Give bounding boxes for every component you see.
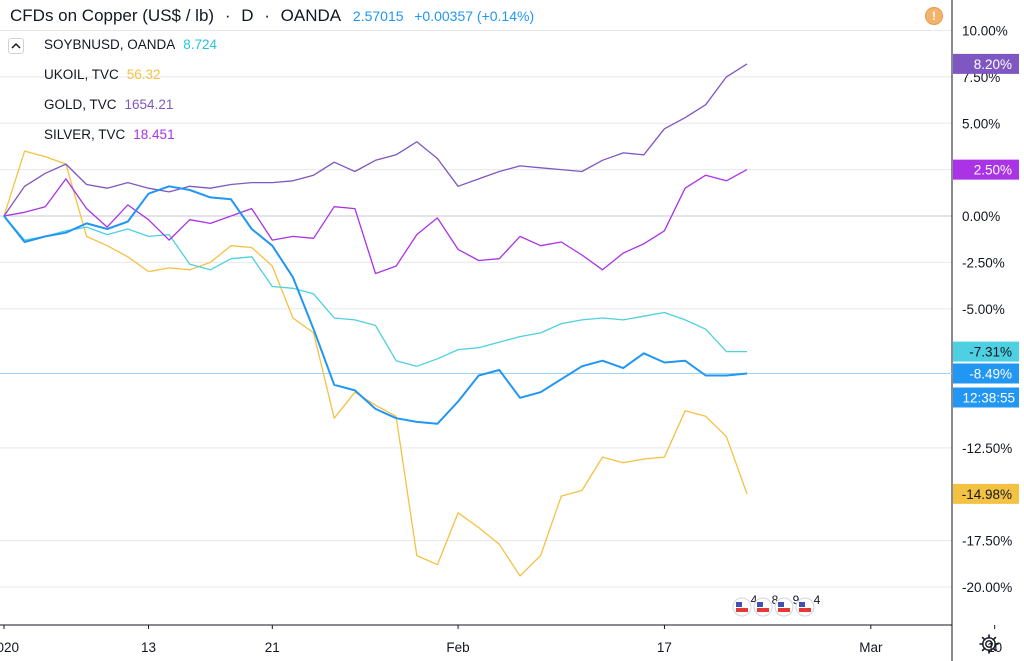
interval-label: D — [241, 6, 254, 25]
price-change: +0.00357 (+0.14%) — [414, 8, 535, 24]
chevron-up-icon — [11, 42, 21, 49]
legend-value: 56.32 — [126, 67, 161, 82]
y-tick-label: -20.00% — [962, 580, 1012, 595]
flag-canton — [757, 602, 763, 607]
symbol-name: CFDs on Copper (US$ / lb) — [10, 6, 215, 25]
flag-stripe — [799, 608, 811, 612]
event-count: 4 — [814, 593, 821, 607]
y-tick-label: -17.50% — [962, 534, 1012, 549]
last-value-labels: -8.49% -7.31% -14.98% 8.20% 2.50% — [953, 53, 1019, 504]
last-value-badge-copper — [953, 363, 1019, 384]
flag-stripe — [757, 608, 769, 612]
series-line-copper[interactable] — [3, 185, 748, 425]
legend-label: SILVER, TVC — [44, 127, 126, 142]
last-value-text-copper: -8.49% — [969, 366, 1012, 381]
event-count: 4 — [751, 593, 758, 607]
legend-collapse-button[interactable] — [8, 38, 24, 54]
y-tick-label: -2.50% — [962, 255, 1005, 270]
last-value-badge-soybean — [953, 341, 1019, 362]
last-value-badge-ukoil — [953, 483, 1019, 504]
x-tick-label: Feb — [446, 640, 469, 655]
x-tick-label: 17 — [657, 640, 672, 655]
legend-value: 8.724 — [183, 37, 218, 52]
countdown-text: 12:38:55 — [962, 390, 1015, 405]
x-tick-label: 13 — [141, 640, 156, 655]
y-tick-label: 10.00% — [962, 24, 1008, 39]
flag-stripe — [778, 608, 790, 612]
x-axis: 20201321Feb17Mar10 — [0, 625, 1002, 655]
series-line-ukoil[interactable] — [3, 150, 748, 577]
main-series-title[interactable]: CFDs on Copper (US$ / lb) · D · OANDA 2.… — [10, 6, 535, 25]
x-tick-label: 2020 — [0, 640, 19, 655]
y-tick-label: 5.00% — [962, 116, 1000, 131]
y-tick-label: -12.50% — [962, 441, 1012, 456]
y-axis: 10.00%7.50%5.00%2.50%0.00%-2.50%-5.00%-1… — [962, 24, 1012, 596]
flag-stripe — [736, 608, 748, 612]
last-value-badge-silver — [953, 159, 1019, 180]
legend-item-ukoil[interactable]: UKOIL, TVC 56.32 — [44, 65, 161, 85]
flag-canton — [736, 602, 742, 607]
exchange-label: OANDA — [280, 6, 341, 25]
series-line-silver[interactable] — [3, 169, 748, 275]
exclamation-circle-icon[interactable]: ! — [925, 7, 943, 25]
event-count: 8 — [772, 593, 779, 607]
legend-label: SOYBNUSD, OANDA — [44, 37, 176, 52]
legend-label: UKOIL, TVC — [44, 67, 119, 82]
last-price: 2.57015 — [352, 8, 404, 24]
gear-icon[interactable] — [978, 633, 1000, 655]
event-count: 9 — [793, 593, 800, 607]
y-tick-label: -5.00% — [962, 302, 1005, 317]
series-line-soybean[interactable] — [3, 215, 747, 367]
series-line-gold[interactable] — [3, 63, 748, 217]
legend-item-soybean[interactable]: SOYBNUSD, OANDA 8.724 — [44, 35, 217, 55]
legend-item-silver[interactable]: SILVER, TVC 18.451 — [44, 125, 175, 145]
last-value-text-gold: 8.20% — [974, 57, 1012, 72]
flag-canton — [799, 602, 805, 607]
x-tick-label: Mar — [859, 640, 883, 655]
legend-label: GOLD, TVC — [44, 97, 117, 112]
last-value-text-soybean: -7.31% — [969, 345, 1012, 360]
x-tick-label: 21 — [265, 640, 280, 655]
countdown-badge — [953, 387, 1019, 408]
legend-value: 18.451 — [133, 127, 175, 142]
series-group — [3, 63, 748, 577]
flag-canton — [778, 602, 784, 607]
last-value-text-silver: 2.50% — [974, 163, 1012, 178]
legend-value: 1654.21 — [124, 97, 174, 112]
y-tick-label: 0.00% — [962, 209, 1000, 224]
last-value-text-ukoil: -14.98% — [962, 487, 1012, 502]
last-value-badge-gold — [953, 53, 1019, 74]
legend-item-gold[interactable]: GOLD, TVC 1654.21 — [44, 95, 173, 115]
